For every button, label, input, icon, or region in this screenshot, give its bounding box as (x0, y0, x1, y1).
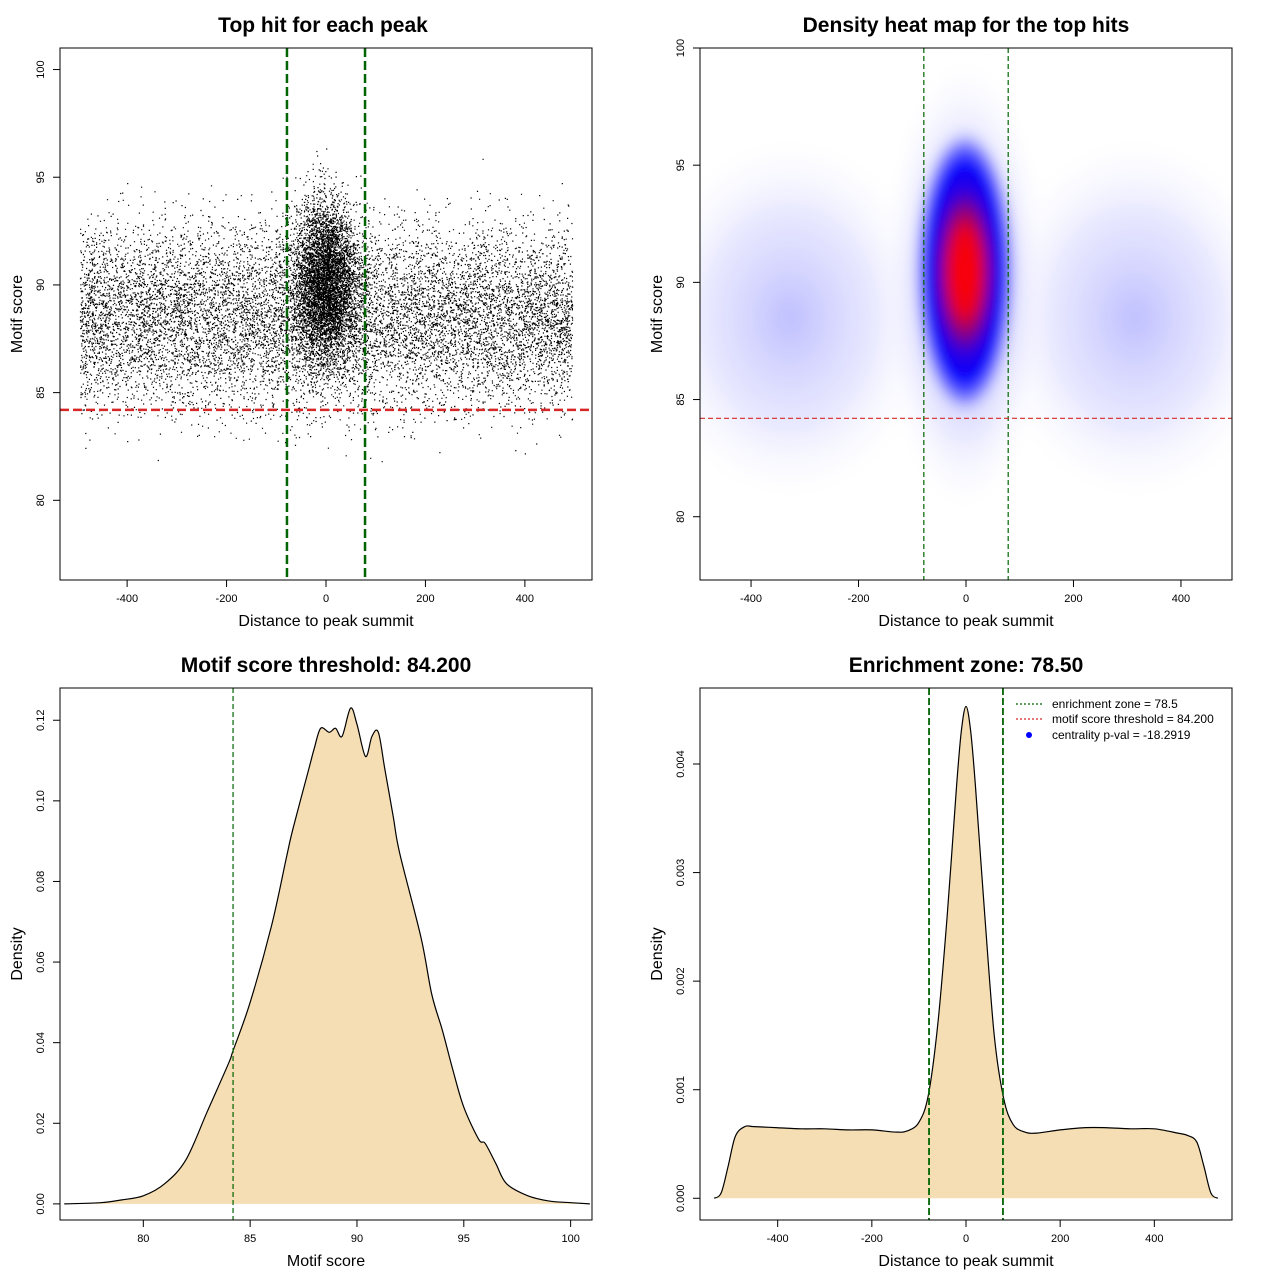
y-tick-label: 0.001 (675, 1076, 687, 1104)
y-tick-label: 0.000 (675, 1185, 687, 1213)
x-tick-label: 400 (1172, 593, 1190, 605)
legend-label-threshold: motif score threshold = 84.200 (1052, 712, 1214, 726)
x-tick-label: 200 (1064, 593, 1082, 605)
y-tick-label: 85 (35, 386, 47, 398)
y-tick-label: 90 (675, 276, 687, 288)
x-tick-label: 200 (416, 593, 434, 605)
heat-left-band (700, 128, 940, 508)
legend-swatch-pval-dot (1026, 732, 1032, 738)
reference-lines (60, 48, 592, 580)
y-tick-label: 0.003 (675, 859, 687, 887)
density-curve (713, 705, 1219, 1199)
x-tick-label: 200 (1051, 1233, 1069, 1245)
x-tick-label: 95 (458, 1233, 470, 1245)
reference-lines (700, 48, 1232, 580)
x-axis-label: Distance to peak summit (878, 1253, 1054, 1270)
heat-core (913, 124, 1017, 420)
y-tick-label: 0.06 (35, 951, 47, 972)
density-area (64, 707, 590, 1205)
x-axis: -400 -200 0 200 400 (116, 579, 534, 605)
y-axis-label: Motif score (649, 275, 666, 353)
x-tick-label: 0 (323, 593, 329, 605)
y-axis: 0.00 0.02 0.04 0.06 0.08 0.10 0.12 (35, 710, 61, 1215)
panel-distance-density: Enrichment zone: 78.50 -400 -200 0 200 400 0… (649, 654, 1233, 1270)
panel-title: Density heat map for the top hits (803, 14, 1130, 37)
y-axis: 80 85 90 95 100 (675, 39, 701, 523)
y-tick-label: 0.12 (35, 710, 47, 731)
x-axis: -400 -200 0 200 400 (740, 579, 1190, 605)
panel-title: Motif score threshold: 84.200 (181, 654, 472, 677)
y-tick-label: 0.08 (35, 871, 47, 892)
x-tick-label: -200 (848, 593, 870, 605)
legend: enrichment zone = 78.5 motif score thres… (1016, 697, 1214, 742)
x-tick-label: 400 (1145, 1233, 1163, 1245)
density-curve (64, 707, 590, 1205)
y-tick-label: 100 (675, 39, 687, 57)
x-tick-label: -200 (216, 593, 238, 605)
x-tick-label: -400 (767, 1233, 789, 1245)
panel-scatter: Top hit for each peak -400 -200 0 200 400 80… (9, 14, 593, 630)
scatter-point-set (79, 148, 574, 463)
y-tick-label: 0.02 (35, 1113, 47, 1134)
x-tick-label: 90 (351, 1233, 363, 1245)
x-tick-label: 80 (137, 1233, 149, 1245)
y-tick-label: 95 (675, 159, 687, 171)
y-axis: 80 85 90 95 100 (35, 60, 61, 506)
panel-heatmap: Density heat map for the top hits -400 -2… (649, 14, 1233, 630)
y-tick-label: 80 (35, 494, 47, 506)
y-tick-label: 0.004 (675, 750, 687, 778)
panel-title: Enrichment zone: 78.50 (849, 654, 1084, 677)
legend-label-pval: centrality p-val = -18.2919 (1052, 728, 1191, 742)
y-tick-label: 0.002 (675, 967, 687, 995)
x-tick-label: 0 (963, 593, 969, 605)
y-tick-label: 0.04 (35, 1032, 47, 1053)
legend-label-enrichment-zone: enrichment zone = 78.5 (1052, 697, 1178, 711)
scatter-points (79, 148, 574, 463)
x-axis: -400 -200 0 200 400 (767, 1219, 1163, 1245)
density-fill (64, 707, 590, 1204)
y-tick-label: 95 (35, 171, 47, 183)
y-tick-label: 0.10 (35, 790, 47, 811)
x-tick-label: 400 (516, 593, 534, 605)
panel-score-density: Motif score threshold: 84.200 80 85 90 95 10… (9, 654, 593, 1270)
x-axis-label: Motif score (287, 1253, 365, 1270)
y-tick-label: 100 (35, 60, 47, 78)
y-tick-label: 85 (675, 393, 687, 405)
y-tick-label: 90 (35, 279, 47, 291)
y-axis-label: Density (649, 927, 666, 980)
density-fill (714, 706, 1218, 1199)
x-axis: 80 85 90 95 100 (137, 1219, 580, 1245)
x-axis-label: Distance to peak summit (878, 613, 1054, 630)
x-tick-label: 85 (244, 1233, 256, 1245)
x-tick-label: -200 (861, 1233, 883, 1245)
x-tick-label: 100 (561, 1233, 579, 1245)
x-tick-label: -400 (740, 593, 762, 605)
panel-title: Top hit for each peak (218, 14, 428, 37)
x-axis-label: Distance to peak summit (238, 613, 414, 630)
y-axis-label: Density (9, 927, 26, 980)
reference-lines (928, 688, 1004, 1220)
y-axis-label: Motif score (9, 275, 26, 353)
x-tick-label: 0 (963, 1233, 969, 1245)
density-heatmap (700, 50, 1232, 520)
y-tick-label: 80 (675, 511, 687, 523)
x-tick-label: -400 (116, 593, 138, 605)
y-tick-label: 0.00 (35, 1193, 47, 1214)
density-area (713, 705, 1219, 1199)
y-axis: 0.000 0.001 0.002 0.003 0.004 (675, 750, 701, 1213)
